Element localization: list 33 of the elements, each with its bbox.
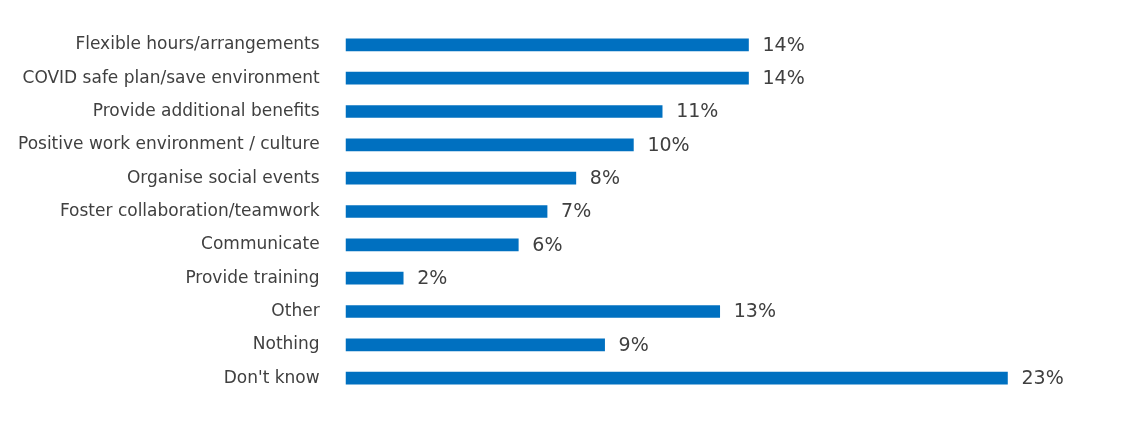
- data-label: 8%: [589, 166, 620, 189]
- bar: [345, 171, 577, 185]
- y-tick-label: Other: [271, 299, 320, 320]
- bar: [345, 38, 749, 52]
- bar: [345, 105, 663, 118]
- y-tick-label: Organise social events: [126, 166, 320, 187]
- data-label: 6%: [532, 232, 563, 255]
- bar: [345, 138, 634, 152]
- y-tick-label: Provide training: [185, 266, 320, 287]
- bar: [345, 205, 548, 218]
- data-label: 23%: [1021, 366, 1064, 389]
- y-tick-label: Foster collaboration/teamwork: [59, 199, 320, 220]
- data-label: 9%: [618, 332, 649, 355]
- bar: [345, 71, 749, 85]
- bar: [345, 238, 519, 252]
- y-tick-label: Communicate: [201, 233, 320, 254]
- y-tick-label: Flexible hours/arrangements: [75, 33, 320, 54]
- y-tick-label: Nothing: [252, 333, 320, 354]
- data-label: 13%: [733, 299, 776, 322]
- y-tick-label: COVID safe plan/save environment: [22, 66, 320, 87]
- y-tick-label: Don't know: [223, 366, 320, 387]
- y-tick-label: Provide additional benefits: [92, 99, 320, 120]
- bar: [345, 271, 404, 285]
- data-label: 11%: [676, 99, 719, 122]
- data-label: 10%: [647, 132, 690, 155]
- bar: [345, 305, 721, 318]
- data-label: 7%: [561, 199, 592, 222]
- y-tick-label: Positive work environment / culture: [17, 133, 320, 154]
- data-label: 14%: [762, 32, 805, 55]
- data-label: 14%: [762, 66, 805, 89]
- data-label: 2%: [417, 266, 448, 289]
- bar: [345, 371, 1008, 385]
- bar: [345, 338, 605, 352]
